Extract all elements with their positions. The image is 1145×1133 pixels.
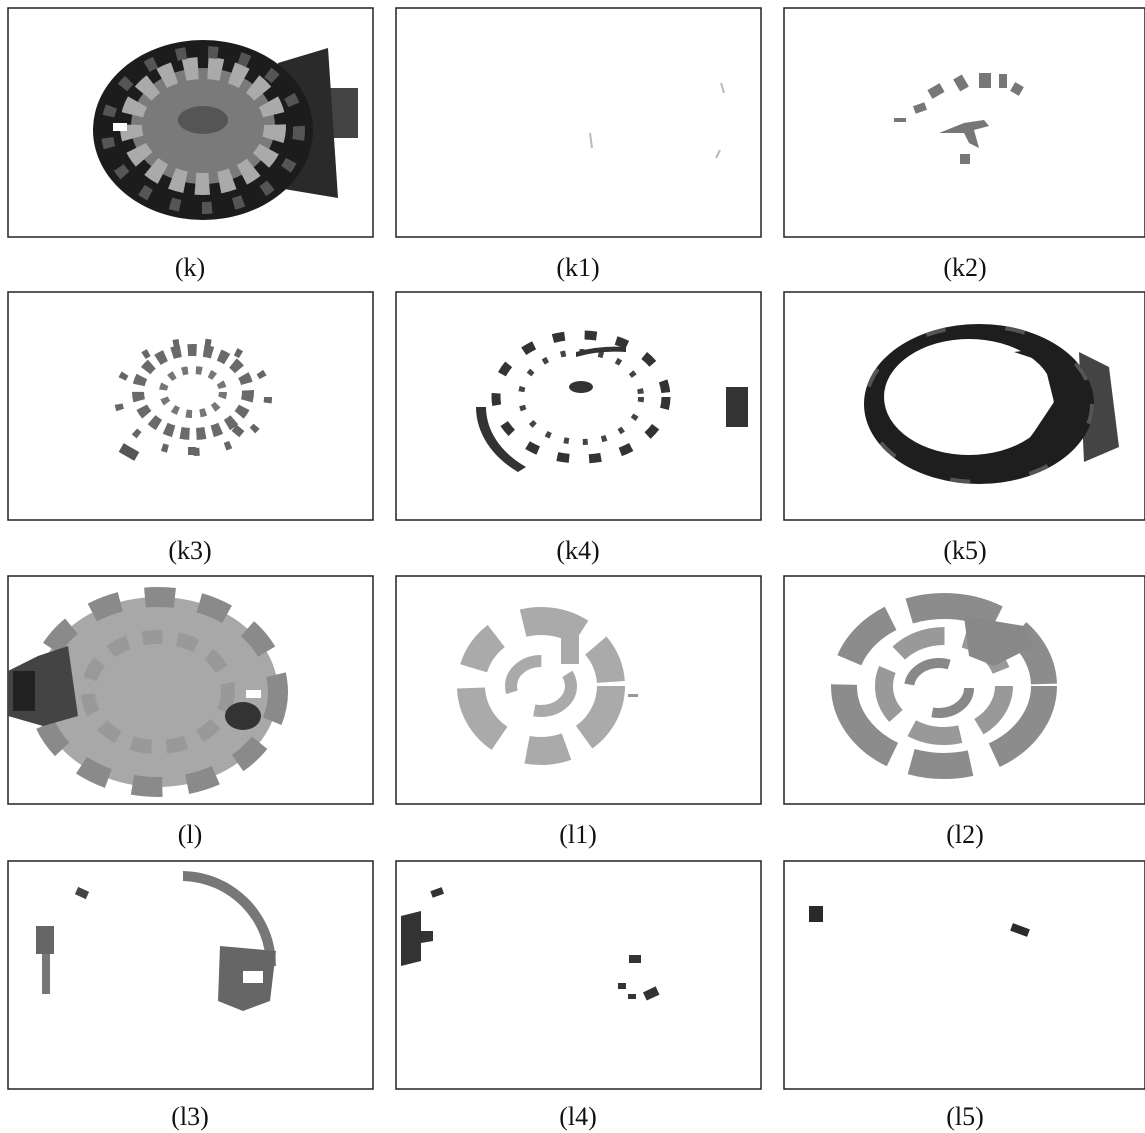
panel-image <box>831 593 1057 779</box>
panel-frame <box>395 291 762 521</box>
caption: (k3) <box>168 536 211 565</box>
panel-l3 <box>7 860 374 1090</box>
caption: (l) <box>178 820 203 849</box>
panel-frame <box>395 7 762 238</box>
caption: (k2) <box>943 253 986 282</box>
panel-frame <box>7 291 374 521</box>
panel-l2 <box>783 575 1145 805</box>
panel-image <box>93 40 358 220</box>
panel-l1 <box>395 575 762 805</box>
panel-image <box>457 607 638 765</box>
panel-frame <box>7 860 374 1090</box>
caption: (l2) <box>946 820 984 849</box>
caption: (k4) <box>556 536 599 565</box>
panel-image <box>36 871 277 1011</box>
panel-frame <box>783 860 1145 1090</box>
panel-image <box>589 82 725 159</box>
panel-image <box>475 330 748 472</box>
panel-image <box>8 587 288 797</box>
panel-frame <box>395 860 762 1090</box>
panel-k1 <box>395 7 762 238</box>
panel-image <box>114 338 272 461</box>
panel-k3 <box>7 291 374 521</box>
caption: (l4) <box>559 1102 597 1131</box>
caption: (k1) <box>556 253 599 282</box>
caption: (l3) <box>171 1102 209 1131</box>
caption: (k5) <box>943 536 986 565</box>
panel-l <box>7 575 374 805</box>
panel-k4 <box>395 291 762 521</box>
panel-frame <box>783 7 1145 238</box>
panel-frame <box>395 575 762 805</box>
caption: (l1) <box>559 820 597 849</box>
panel-image <box>864 324 1119 484</box>
panel-image <box>809 906 1030 937</box>
panel-l5 <box>783 860 1145 1090</box>
caption: (l5) <box>946 1102 984 1131</box>
panel-k <box>7 7 374 238</box>
panel-l4 <box>395 860 762 1090</box>
panel-image <box>894 73 1024 164</box>
panel-k5 <box>783 291 1145 521</box>
panel-image <box>401 887 660 1001</box>
panel-k2 <box>783 7 1145 238</box>
caption: (k) <box>175 253 205 282</box>
